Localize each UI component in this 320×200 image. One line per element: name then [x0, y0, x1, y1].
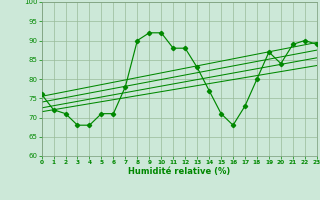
- X-axis label: Humidité relative (%): Humidité relative (%): [128, 167, 230, 176]
